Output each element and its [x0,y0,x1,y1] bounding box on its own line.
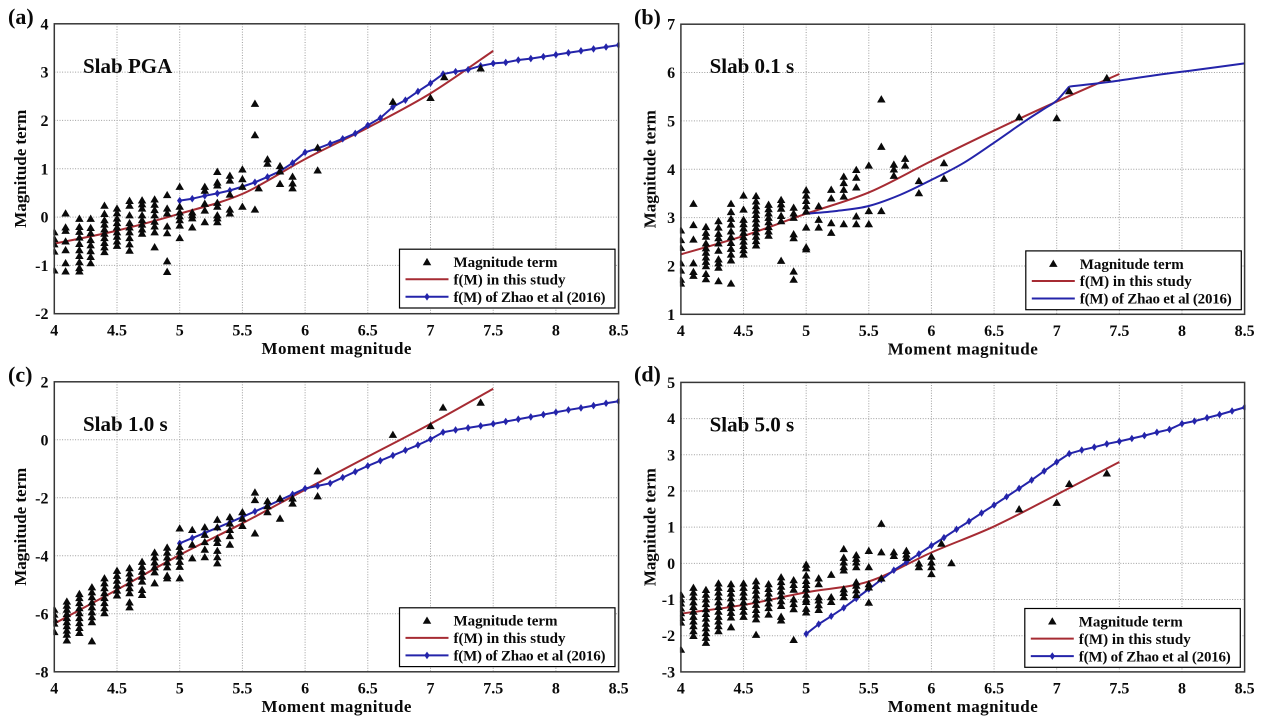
svg-text:4.5: 4.5 [107,681,127,698]
svg-text:6: 6 [667,65,675,82]
svg-text:Magnitude term: Magnitude term [11,468,30,586]
svg-text:0: 0 [41,210,49,227]
svg-text:-2: -2 [35,490,48,507]
svg-text:5.5: 5.5 [859,681,879,698]
svg-text:7.5: 7.5 [483,323,503,340]
svg-text:8: 8 [552,681,560,698]
svg-text:f(M) in this study: f(M) in this study [1080,274,1193,290]
svg-text:Moment magnitude: Moment magnitude [888,697,1038,716]
svg-text:2: 2 [667,483,675,500]
svg-text:5: 5 [176,681,184,698]
svg-text:6: 6 [301,681,309,698]
svg-text:-2: -2 [662,628,675,645]
svg-text:4: 4 [41,16,49,33]
svg-text:8: 8 [552,323,560,340]
svg-text:7.5: 7.5 [483,681,503,698]
svg-text:(b): (b) [634,5,661,30]
svg-text:1: 1 [667,520,675,537]
svg-text:(c): (c) [8,362,32,387]
svg-text:4: 4 [677,323,685,340]
svg-text:6: 6 [927,681,935,698]
svg-text:7.5: 7.5 [1109,681,1129,698]
svg-text:f(M) of Zhao et al (2016): f(M) of Zhao et al (2016) [454,649,606,665]
svg-text:Slab 0.1 s: Slab 0.1 s [710,54,795,78]
svg-text:Slab PGA: Slab PGA [83,54,173,78]
svg-text:8.5: 8.5 [609,323,629,340]
svg-text:4.5: 4.5 [107,323,127,340]
svg-text:7: 7 [667,17,675,34]
svg-text:f(M) of Zhao et al (2016): f(M) of Zhao et al (2016) [454,290,606,306]
svg-text:7.5: 7.5 [1109,323,1129,340]
svg-text:3: 3 [667,210,675,227]
svg-text:Moment magnitude: Moment magnitude [261,697,411,716]
svg-text:-8: -8 [35,664,48,681]
svg-text:(a): (a) [8,4,34,29]
svg-text:5.5: 5.5 [232,681,252,698]
svg-text:8.5: 8.5 [1235,681,1255,698]
svg-text:2: 2 [41,374,49,391]
svg-text:5: 5 [667,375,675,392]
svg-text:f(M) in this study: f(M) in this study [1079,632,1192,648]
svg-text:0: 0 [41,432,49,449]
svg-text:3: 3 [41,65,49,82]
svg-text:f(M) of Zhao et al (2016): f(M) of Zhao et al (2016) [1080,292,1232,308]
svg-text:5.5: 5.5 [859,323,879,340]
svg-text:8.5: 8.5 [1235,323,1255,340]
svg-text:4: 4 [677,681,685,698]
svg-text:4: 4 [667,411,675,428]
svg-text:Magnitude term: Magnitude term [1079,614,1184,630]
svg-text:4: 4 [667,162,675,179]
svg-text:Magnitude term: Magnitude term [641,468,660,586]
svg-text:2: 2 [41,113,49,130]
svg-text:Magnitude term: Magnitude term [454,255,559,271]
svg-text:5.5: 5.5 [232,323,252,340]
svg-text:f(M) in this study: f(M) in this study [454,273,567,289]
svg-text:-6: -6 [35,606,48,623]
svg-text:7: 7 [427,681,435,698]
svg-text:7: 7 [427,323,435,340]
svg-text:5: 5 [802,681,810,698]
svg-text:4: 4 [50,323,58,340]
svg-text:5: 5 [667,113,675,130]
svg-text:Moment magnitude: Moment magnitude [261,339,411,358]
svg-text:7: 7 [1053,323,1061,340]
svg-text:5: 5 [802,323,810,340]
svg-text:8: 8 [1178,681,1186,698]
svg-text:Magnitude term: Magnitude term [1080,257,1185,273]
svg-text:-4: -4 [35,548,48,565]
svg-text:4.5: 4.5 [734,323,754,340]
svg-text:Magnitude term: Magnitude term [641,110,660,228]
svg-text:f(M) in this study: f(M) in this study [454,631,567,647]
svg-text:6.5: 6.5 [358,681,378,698]
svg-text:8: 8 [1178,323,1186,340]
svg-text:4.5: 4.5 [734,681,754,698]
svg-text:1: 1 [41,161,49,178]
svg-text:Moment magnitude: Moment magnitude [888,340,1038,359]
svg-text:5: 5 [176,323,184,340]
svg-text:6.5: 6.5 [984,681,1004,698]
svg-text:0: 0 [667,556,675,573]
svg-text:7: 7 [1053,681,1061,698]
svg-text:-1: -1 [662,592,675,609]
svg-text:-3: -3 [662,664,675,681]
svg-text:-2: -2 [35,306,48,323]
svg-text:6: 6 [301,323,309,340]
svg-text:f(M) of Zhao et al (2016): f(M) of Zhao et al (2016) [1079,649,1231,665]
svg-text:Slab 1.0 s: Slab 1.0 s [83,412,168,436]
svg-text:6.5: 6.5 [358,323,378,340]
svg-text:2: 2 [667,258,675,275]
svg-text:(d): (d) [634,362,661,387]
svg-text:Magnitude term: Magnitude term [454,614,559,630]
svg-text:4: 4 [50,681,58,698]
svg-text:Slab 5.0 s: Slab 5.0 s [710,412,795,436]
svg-text:1: 1 [667,307,675,324]
svg-text:8.5: 8.5 [609,681,629,698]
svg-text:6.5: 6.5 [984,323,1004,340]
svg-text:Magnitude term: Magnitude term [11,110,30,228]
svg-text:3: 3 [667,447,675,464]
svg-text:6: 6 [927,323,935,340]
svg-text:-1: -1 [35,258,48,275]
